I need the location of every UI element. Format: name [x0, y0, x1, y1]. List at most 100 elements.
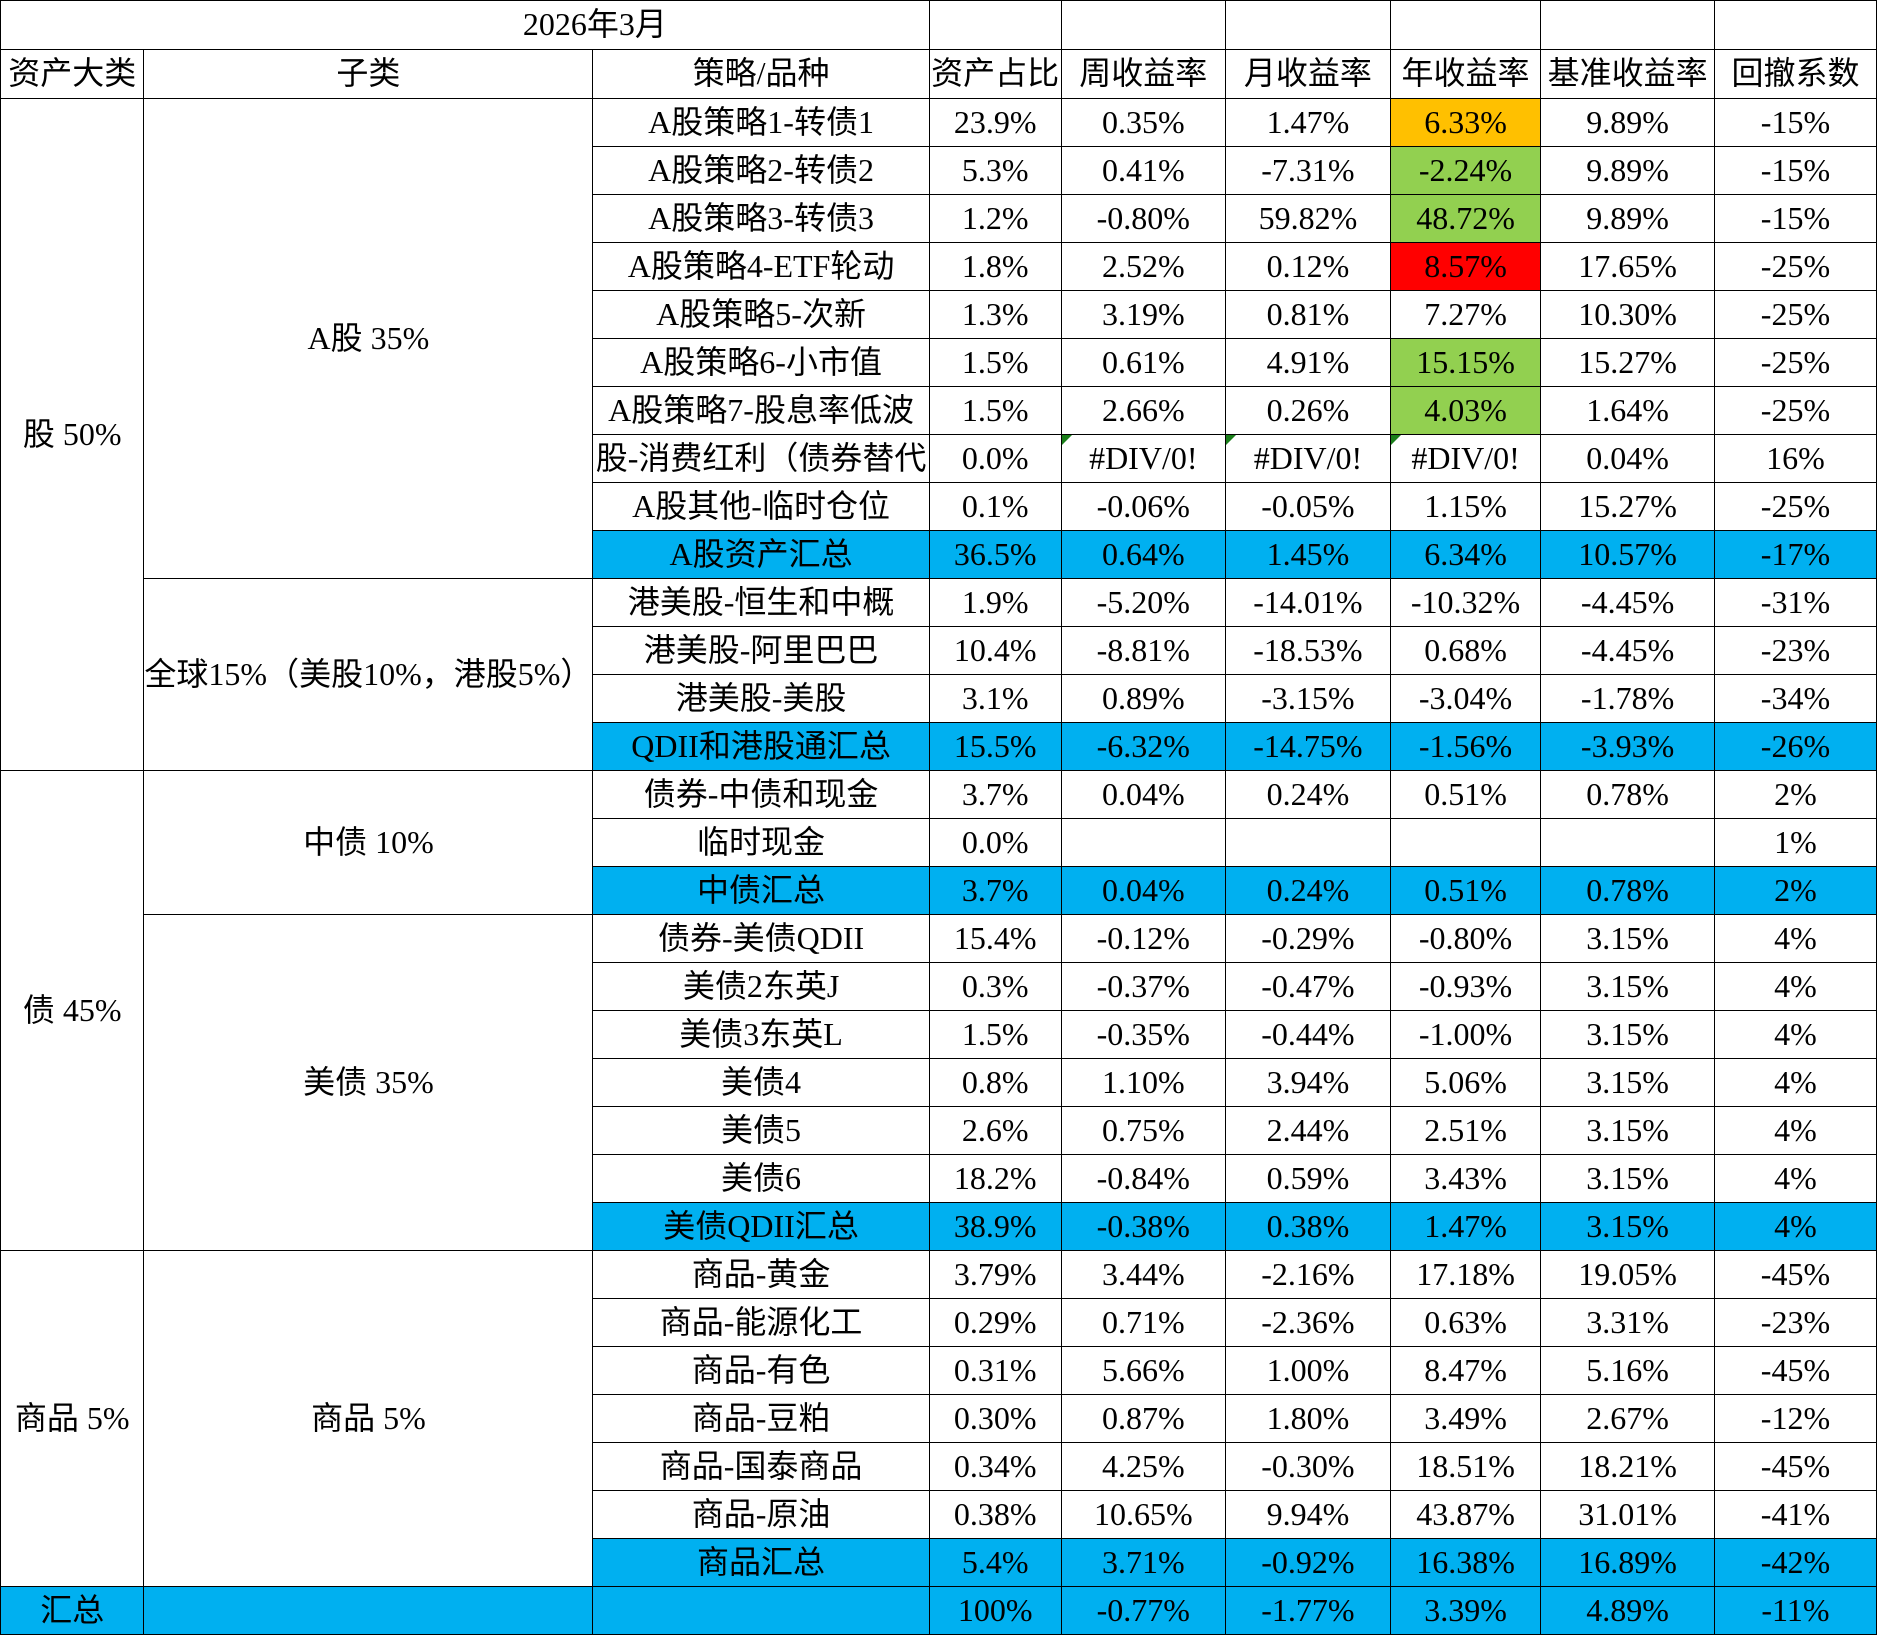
- strategy-name[interactable]: 商品-能源化工: [592, 1298, 930, 1347]
- benchmark-cell[interactable]: 3.15%: [1540, 1154, 1715, 1203]
- benchmark-cell[interactable]: 10.57%: [1540, 530, 1715, 579]
- monthly-cell[interactable]: -7.31%: [1225, 146, 1391, 195]
- strategy-name[interactable]: 港美股-美股: [592, 674, 930, 723]
- yearly-cell[interactable]: 17.18%: [1389, 1250, 1542, 1299]
- yearly-cell[interactable]: 1.47%: [1389, 1202, 1542, 1251]
- benchmark-cell[interactable]: 15.27%: [1540, 338, 1715, 387]
- strategy-name[interactable]: 美债6: [592, 1154, 930, 1203]
- monthly-cell[interactable]: 4.91%: [1225, 338, 1391, 387]
- monthly-cell[interactable]: -0.30%: [1225, 1442, 1391, 1491]
- weight-cell[interactable]: 0.8%: [928, 1058, 1062, 1107]
- yearly-cell[interactable]: 4.03%: [1389, 386, 1542, 435]
- drawdown-cell[interactable]: -42%: [1713, 1538, 1877, 1587]
- weight-cell[interactable]: 1.5%: [928, 386, 1062, 435]
- subclass-global[interactable]: 全球15%（美股10%，港股5%）: [143, 578, 594, 771]
- yearly-cell[interactable]: 0.68%: [1389, 626, 1542, 675]
- monthly-cell[interactable]: 2.44%: [1225, 1106, 1391, 1155]
- yearly-cell[interactable]: 5.06%: [1389, 1058, 1542, 1107]
- header-weight[interactable]: 资产占比: [928, 49, 1062, 99]
- drawdown-cell[interactable]: -45%: [1713, 1346, 1877, 1395]
- monthly-cell[interactable]: 0.24%: [1225, 770, 1391, 819]
- empty-cell[interactable]: [1389, 0, 1542, 50]
- weight-cell[interactable]: 0.1%: [928, 482, 1062, 531]
- yearly-cell[interactable]: 0.51%: [1389, 866, 1542, 915]
- yearly-cell[interactable]: 0.51%: [1389, 770, 1542, 819]
- weight-cell[interactable]: 23.9%: [928, 98, 1062, 147]
- benchmark-cell[interactable]: 3.15%: [1540, 1010, 1715, 1059]
- monthly-cell[interactable]: 1.00%: [1225, 1346, 1391, 1395]
- weekly-cell[interactable]: 3.19%: [1060, 290, 1227, 339]
- header-category[interactable]: 资产大类: [0, 49, 145, 99]
- drawdown-cell[interactable]: -23%: [1713, 1298, 1877, 1347]
- strategy-name[interactable]: 商品-有色: [592, 1346, 930, 1395]
- benchmark-cell[interactable]: 19.05%: [1540, 1250, 1715, 1299]
- weekly-cell[interactable]: 4.25%: [1060, 1442, 1227, 1491]
- total-weekly-cell[interactable]: -0.77%: [1060, 1586, 1227, 1635]
- weekly-cell[interactable]: 3.44%: [1060, 1250, 1227, 1299]
- drawdown-cell[interactable]: -25%: [1713, 338, 1877, 387]
- strategy-name[interactable]: 债券-美债QDII: [592, 914, 930, 963]
- benchmark-cell[interactable]: 3.15%: [1540, 1106, 1715, 1155]
- yearly-cell[interactable]: -0.80%: [1389, 914, 1542, 963]
- strategy-name[interactable]: 美债2东英J: [592, 962, 930, 1011]
- monthly-cell[interactable]: 1.80%: [1225, 1394, 1391, 1443]
- weight-cell[interactable]: 1.5%: [928, 338, 1062, 387]
- weekly-cell[interactable]: 3.71%: [1060, 1538, 1227, 1587]
- weekly-cell[interactable]: -0.35%: [1060, 1010, 1227, 1059]
- subclass-a-share[interactable]: A股 35%: [143, 98, 594, 579]
- strategy-name[interactable]: 港美股-阿里巴巴: [592, 626, 930, 675]
- benchmark-cell[interactable]: [1540, 818, 1715, 867]
- drawdown-cell[interactable]: -15%: [1713, 146, 1877, 195]
- strategy-name[interactable]: A股策略7-股息率低波: [592, 386, 930, 435]
- category-bond[interactable]: 债 45%: [0, 770, 145, 1251]
- weekly-cell[interactable]: -0.06%: [1060, 482, 1227, 531]
- monthly-cell[interactable]: -3.15%: [1225, 674, 1391, 723]
- benchmark-cell[interactable]: 3.15%: [1540, 1058, 1715, 1107]
- weekly-cell[interactable]: 0.75%: [1060, 1106, 1227, 1155]
- total-benchmark-cell[interactable]: 4.89%: [1540, 1586, 1715, 1635]
- empty-cell[interactable]: [143, 1586, 594, 1635]
- weekly-cell[interactable]: -0.12%: [1060, 914, 1227, 963]
- weekly-cell[interactable]: 0.64%: [1060, 530, 1227, 579]
- monthly-cell[interactable]: -0.05%: [1225, 482, 1391, 531]
- benchmark-cell[interactable]: 17.65%: [1540, 242, 1715, 291]
- drawdown-cell[interactable]: -34%: [1713, 674, 1877, 723]
- weight-cell[interactable]: 0.30%: [928, 1394, 1062, 1443]
- drawdown-cell[interactable]: 4%: [1713, 1010, 1877, 1059]
- drawdown-cell[interactable]: 4%: [1713, 962, 1877, 1011]
- yearly-cell[interactable]: 6.34%: [1389, 530, 1542, 579]
- weekly-cell[interactable]: 0.04%: [1060, 770, 1227, 819]
- monthly-cell[interactable]: -2.36%: [1225, 1298, 1391, 1347]
- benchmark-cell[interactable]: 16.89%: [1540, 1538, 1715, 1587]
- benchmark-cell[interactable]: 5.16%: [1540, 1346, 1715, 1395]
- weekly-cell[interactable]: -6.32%: [1060, 722, 1227, 771]
- yearly-cell[interactable]: 18.51%: [1389, 1442, 1542, 1491]
- monthly-cell[interactable]: 0.12%: [1225, 242, 1391, 291]
- weight-cell[interactable]: 1.2%: [928, 194, 1062, 243]
- monthly-cell[interactable]: 59.82%: [1225, 194, 1391, 243]
- strategy-name[interactable]: 美债5: [592, 1106, 930, 1155]
- strategy-name[interactable]: A股策略2-转债2: [592, 146, 930, 195]
- drawdown-cell[interactable]: -17%: [1713, 530, 1877, 579]
- yearly-cell[interactable]: -3.04%: [1389, 674, 1542, 723]
- monthly-cell[interactable]: -14.01%: [1225, 578, 1391, 627]
- benchmark-cell[interactable]: 9.89%: [1540, 98, 1715, 147]
- header-yearly[interactable]: 年收益率: [1389, 49, 1542, 99]
- subclass-us-bond[interactable]: 美债 35%: [143, 914, 594, 1251]
- weight-cell[interactable]: 5.4%: [928, 1538, 1062, 1587]
- weekly-cell[interactable]: 2.52%: [1060, 242, 1227, 291]
- weight-cell[interactable]: 38.9%: [928, 1202, 1062, 1251]
- sheet-title-cell[interactable]: 2026年3月: [0, 0, 930, 50]
- weight-cell[interactable]: 0.3%: [928, 962, 1062, 1011]
- yearly-cell[interactable]: 8.47%: [1389, 1346, 1542, 1395]
- strategy-name[interactable]: 港美股-恒生和中概: [592, 578, 930, 627]
- drawdown-cell[interactable]: -31%: [1713, 578, 1877, 627]
- header-weekly[interactable]: 周收益率: [1060, 49, 1227, 99]
- drawdown-cell[interactable]: -15%: [1713, 194, 1877, 243]
- weekly-cell[interactable]: 0.04%: [1060, 866, 1227, 915]
- weight-cell[interactable]: 0.0%: [928, 434, 1062, 483]
- strategy-name[interactable]: 商品-国泰商品: [592, 1442, 930, 1491]
- monthly-cell[interactable]: [1225, 818, 1391, 867]
- monthly-cell[interactable]: -2.16%: [1225, 1250, 1391, 1299]
- header-drawdown[interactable]: 回撤系数: [1713, 49, 1877, 99]
